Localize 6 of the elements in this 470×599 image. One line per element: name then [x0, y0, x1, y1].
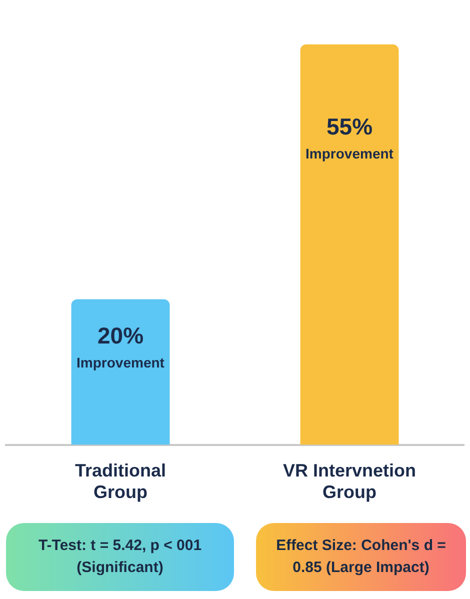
data-label: 55% Improvement	[306, 113, 394, 162]
text: Effect Size: Cohen's d = 0.85 (Large Impact)	[256, 523, 466, 591]
data-label: 20% Improvement	[76, 322, 165, 370]
x-tick-label: Traditional Group	[74, 460, 166, 502]
text: T-Test: t = 5.42, p < 001 (Significant)	[6, 523, 234, 591]
x-tick-label: VR Intervnetion Group	[282, 460, 416, 502]
